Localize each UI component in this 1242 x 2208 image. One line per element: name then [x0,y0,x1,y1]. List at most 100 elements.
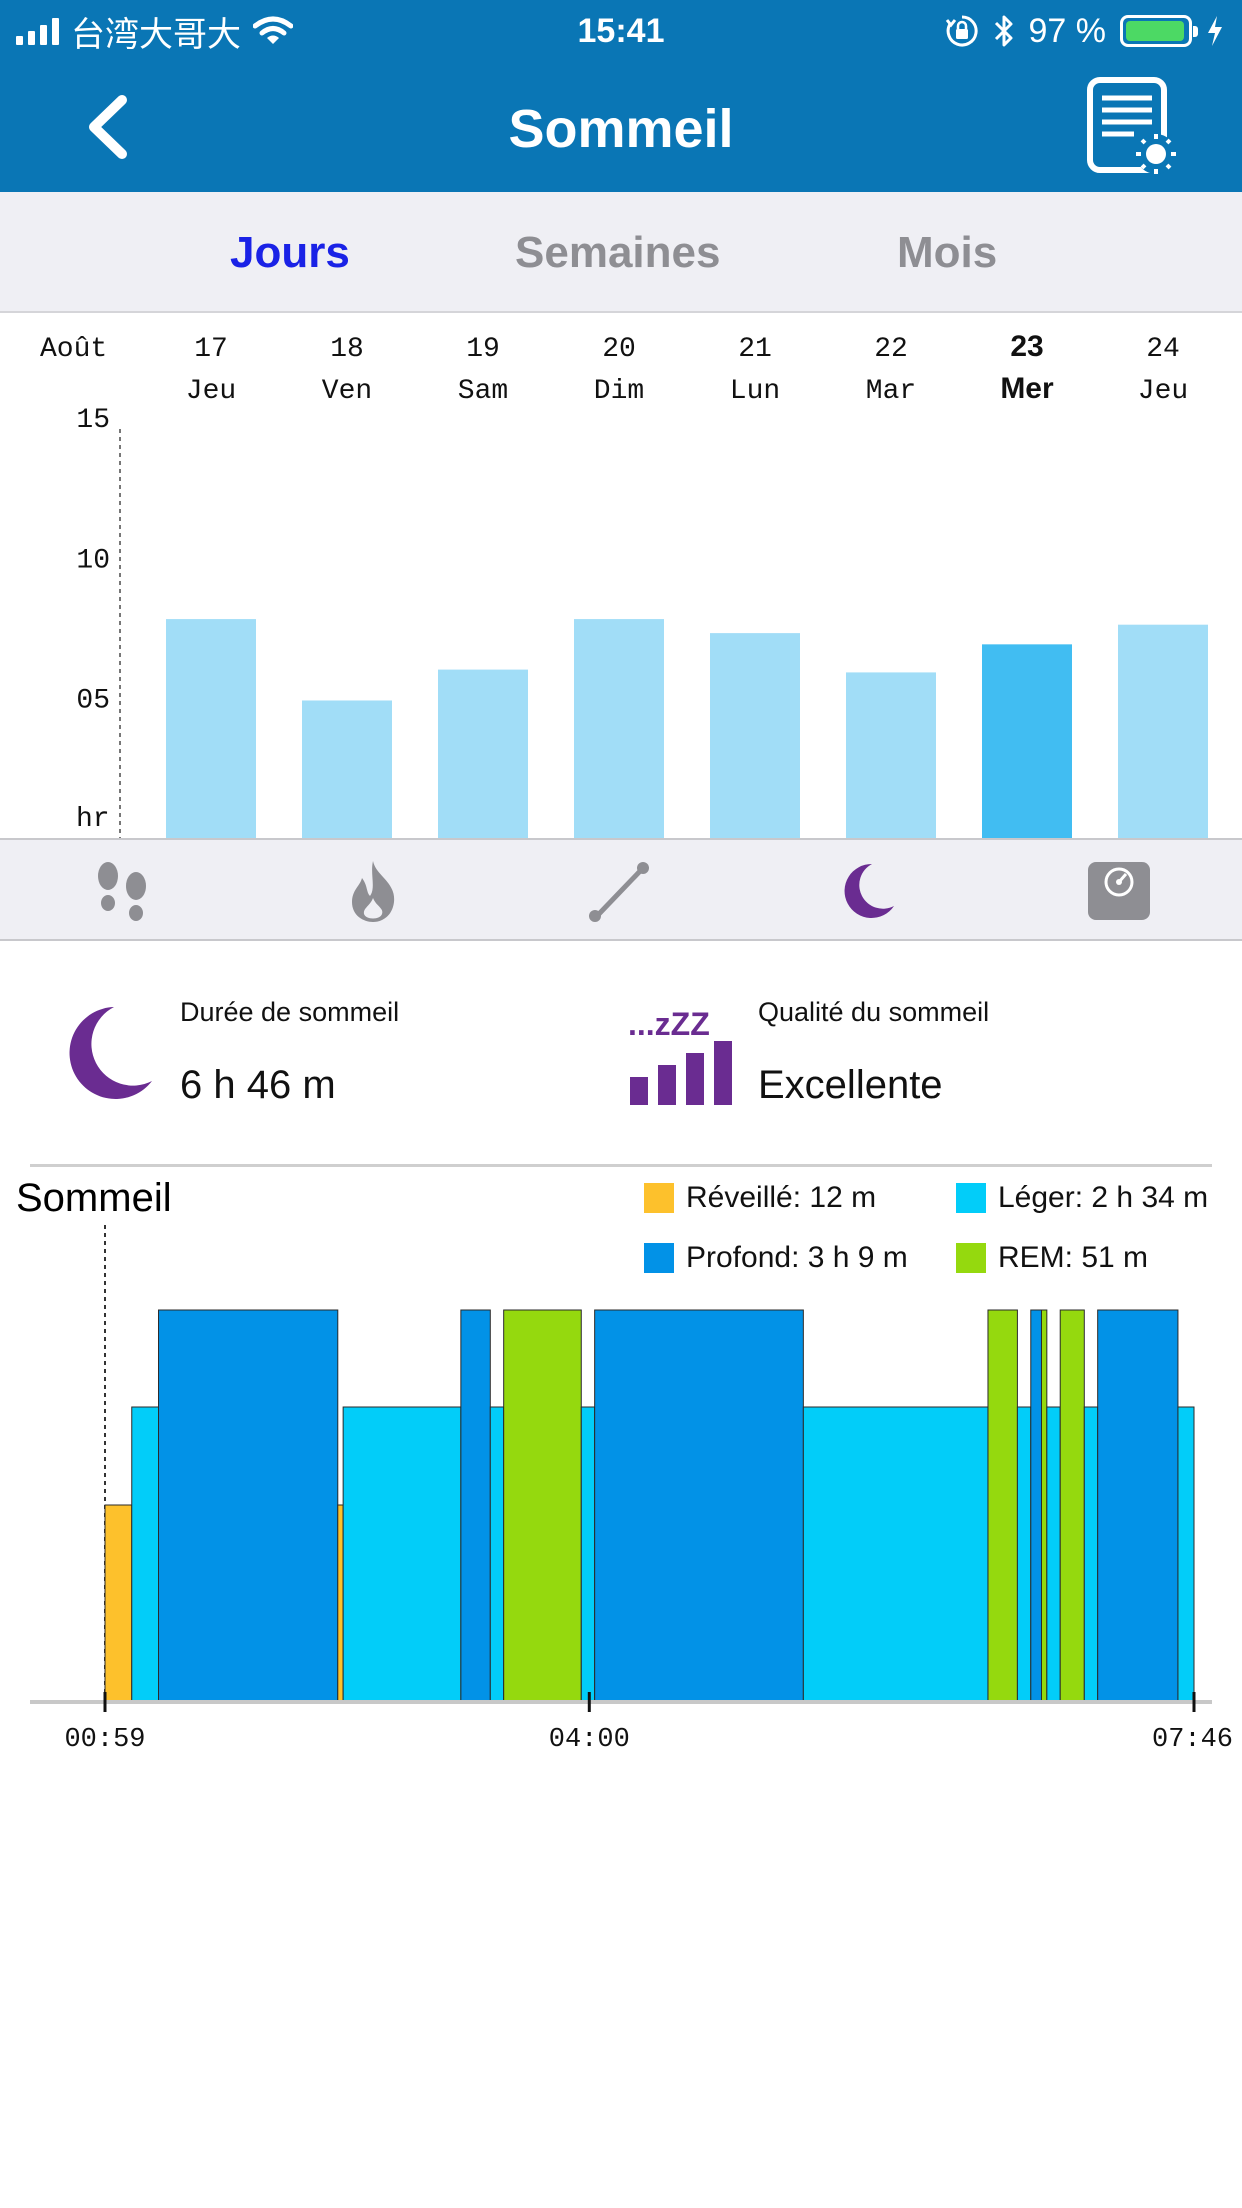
stage-segment-light [1016,1406,1032,1703]
stage-segment-light [342,1406,462,1703]
bar-date-label[interactable]: 21 [738,334,772,365]
stage-segment-light [131,1406,160,1703]
y-tick-label: 05 [76,686,110,717]
stage-segment-rem [1040,1309,1048,1703]
sleep-duration-bar[interactable] [710,633,800,838]
stage-chart-title: Sommeil [16,1176,172,1220]
stage-segment-light [580,1406,596,1703]
x-tick-label: 04:00 [549,1725,630,1755]
stage-segment-deep [158,1309,339,1703]
x-tick-label: 07:46 [1152,1725,1233,1755]
sleep-quality-label: Qualité du sommeil [758,997,990,1027]
stage-segment-rem [987,1309,1018,1703]
tab-jours[interactable]: Jours [230,228,350,277]
battery-percent: 97 % [1028,11,1107,50]
sleep-duration-bar[interactable] [438,669,528,838]
moon-icon [69,1007,152,1099]
month-label: Août [40,334,107,365]
nav-bar: Sommeil [0,62,1242,192]
sleep-duration-bar[interactable] [982,644,1072,838]
stage-segment-rem [503,1309,582,1703]
moon-icon[interactable] [832,858,902,924]
signal-icon [16,17,59,45]
y-tick-label: 15 [76,405,110,436]
bar-day-label[interactable]: Ven [322,376,372,407]
sleep-duration-bar[interactable] [574,619,664,838]
legend-awake: Réveillé: 12 m [644,1181,876,1215]
y-axis-label: hr [76,804,110,835]
stage-segment-rem [1059,1309,1085,1703]
bar-date-label[interactable]: 17 [194,334,228,365]
tab-mois[interactable]: Mois [897,228,998,277]
legend-deep: Profond: 3 h 9 m [644,1241,908,1275]
sleep-duration-value: 6 h 46 m [180,1063,336,1107]
sleep-duration-bar[interactable] [166,619,256,838]
stage-segment-awake [104,1504,133,1703]
sleep-duration-bar[interactable] [1118,624,1208,838]
bar-date-label[interactable]: 23 [1010,330,1043,363]
battery-icon [1120,15,1198,47]
page-title: Sommeil [508,99,734,159]
stage-segment-awake [337,1504,344,1703]
bar-day-label[interactable]: Mar [866,376,916,407]
bar-date-label[interactable]: 18 [330,334,364,365]
quality-icon-text: ...zZZ [628,1006,710,1042]
report-icon[interactable] [1084,76,1184,180]
bar-day-label[interactable]: Mer [1000,372,1054,405]
charging-icon [1208,16,1222,46]
stage-segment-deep [1030,1309,1042,1703]
period-tabs: Jours Semaines Mois [0,192,1242,313]
daily-sleep-bar-chart: Août 17 Jeu 18 Ven 19 Sam 20 Dim 21 Lun 22 Mar 23 Mer… [40,330,1208,838]
legend-label-light: Léger: 2 h 34 m [998,1181,1209,1214]
legend-light: Léger: 2 h 34 m [956,1181,1208,1215]
chevron-left-icon[interactable] [78,92,138,162]
legend-label-awake: Réveillé: 12 m [686,1181,877,1214]
stage-segment-light [1046,1406,1061,1703]
legend-label-deep: Profond: 3 h 9 m [686,1241,908,1274]
stage-segment-light [489,1406,505,1703]
sleep-stage-chart: 00:59 04:00 07:46 [30,1225,1233,1755]
status-bar: 台湾大哥大 15:41 97 % [0,0,1242,62]
sleep-quality-icon: ...zZZ [628,1006,732,1105]
distance-icon[interactable] [585,858,655,924]
bar-day-label[interactable]: Sam [458,376,508,407]
sleep-summary: Durée de sommeil 6 h 46 m ...zZZ Qualité… [0,941,1242,1166]
legend-rem: REM: 51 m [956,1241,1148,1275]
stage-segment-light [802,1406,989,1703]
tab-semaines[interactable]: Semaines [515,228,721,277]
legend-swatch-deep [644,1243,674,1273]
flame-icon[interactable] [338,858,408,924]
bar-date-label[interactable]: 22 [874,334,908,365]
bluetooth-icon [994,15,1012,47]
orientation-lock-icon [945,15,978,47]
bar-date-label[interactable]: 19 [466,334,500,365]
footsteps-icon[interactable] [88,858,158,924]
legend-swatch-rem [956,1243,986,1273]
x-tick-label: 00:59 [64,1725,145,1755]
y-tick-label: 10 [76,545,110,576]
sleep-duration-bar[interactable] [302,700,392,838]
scale-icon[interactable] [1084,858,1154,924]
legend-swatch-light [956,1183,986,1213]
sleep-duration-label: Durée de sommeil [180,997,400,1027]
stage-segment-deep [1097,1309,1179,1703]
bar-day-label[interactable]: Jeu [1138,376,1188,407]
bar-day-label[interactable]: Jeu [186,376,236,407]
carrier-name: 台湾大哥大 [71,15,241,54]
bar-date-label[interactable]: 24 [1146,334,1180,365]
legend-label-rem: REM: 51 m [998,1241,1149,1274]
bar-date-label[interactable]: 20 [602,334,636,365]
stage-segment-light [1083,1406,1099,1703]
category-bar [0,838,1242,941]
sleep-duration-bar[interactable] [846,672,936,838]
stage-segment-deep [460,1309,491,1703]
sleep-quality-value: Excellente [758,1063,943,1107]
divider [30,1164,1212,1167]
bar-day-label[interactable]: Dim [594,376,644,407]
stage-segment-light [1177,1406,1195,1703]
status-time: 15:41 [577,12,665,50]
bar-day-label[interactable]: Lun [730,376,780,407]
stage-segment-deep [594,1309,804,1703]
wifi-icon [253,16,293,44]
legend-swatch-awake [644,1183,674,1213]
